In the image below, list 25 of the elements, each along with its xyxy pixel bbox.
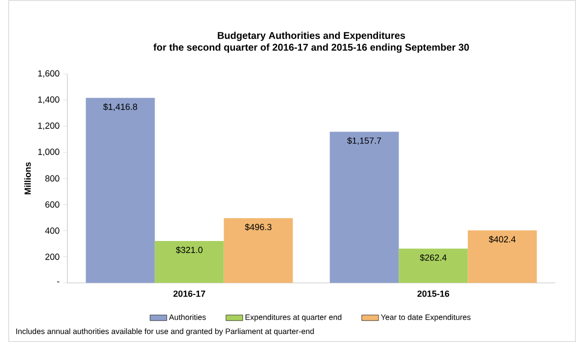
bar <box>154 240 224 283</box>
bar <box>330 132 399 283</box>
data-label: $496.3 <box>244 224 272 231</box>
bar <box>398 248 468 283</box>
y-axis-title: Millions <box>24 162 31 194</box>
data-label: $1,157.7 <box>347 137 382 145</box>
y-tick-label: 1,600 <box>38 70 60 78</box>
y-tick-label: 400 <box>45 228 60 234</box>
chart-title: Budgetary Authorities and Expenditures <box>218 32 406 41</box>
y-tick-label: 1,000 <box>38 148 60 156</box>
bar <box>468 230 537 283</box>
y-tick-label: 1,200 <box>38 122 60 130</box>
y-tick-label: 800 <box>45 175 60 182</box>
data-label: $262.4 <box>420 254 447 262</box>
bar <box>224 218 293 283</box>
bar <box>86 98 155 283</box>
data-label: $321.0 <box>176 246 202 254</box>
chart-subtitle: for the second quarter of 2016-17 and 2015-16 ending September 30 <box>153 44 469 53</box>
data-label: $1,416.8 <box>103 103 138 111</box>
x-tick-label: 2015-16 <box>417 290 450 297</box>
y-tick-label: 200 <box>45 254 60 260</box>
data-label: $402.4 <box>488 236 516 243</box>
y-tick-label: 1,400 <box>38 96 60 104</box>
y-tick-label: 600 <box>45 201 60 208</box>
x-tick-label: 2016-17 <box>173 290 206 297</box>
